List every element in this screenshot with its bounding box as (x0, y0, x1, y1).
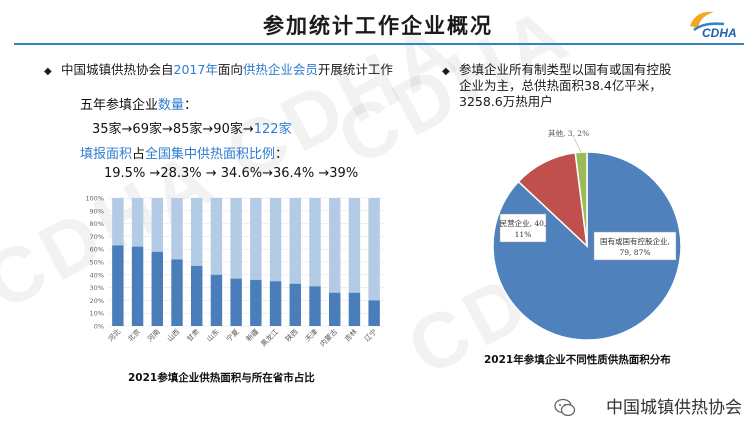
pie-chart-caption: 2021年参填企业不同性质供热面积分布 (484, 354, 671, 366)
x-tick-label: 甘肃 (185, 327, 201, 343)
bar-remainder (190, 198, 203, 266)
x-tick-label: 陕西 (283, 327, 299, 343)
x-tick-label: 山东 (205, 327, 221, 343)
y-tick-label: 10% (90, 310, 104, 318)
province-share-bar-chart: 0%10%20%30%40%50%60%70%80%90%100%河北 北京 河南山… (85, 195, 384, 348)
pie-label-other: 其他, 3, 2% (548, 128, 589, 138)
bar (289, 283, 302, 326)
y-tick-label: 90% (90, 207, 104, 215)
bar (131, 246, 144, 326)
bar (230, 278, 242, 326)
bar (368, 300, 380, 326)
bar-remainder (151, 198, 164, 252)
y-tick-label: 100% (85, 195, 104, 203)
y-tick-label: 40% (90, 271, 104, 279)
bar (151, 251, 164, 326)
bar (210, 274, 223, 326)
y-tick-label: 20% (90, 297, 104, 305)
x-tick-label: 辽宁 (362, 327, 378, 343)
x-tick-label: 内蒙古 (318, 327, 339, 348)
x-tick-label: 天津 (304, 328, 320, 344)
y-tick-label: 50% (90, 259, 104, 267)
y-tick-label: 80% (90, 220, 104, 228)
bar (171, 259, 183, 326)
bar-remainder (210, 198, 223, 275)
footer-brand: 中国城镇供热协会 (606, 398, 742, 418)
ratio-label: 填报面积占全国集中供热面积比例： (80, 147, 289, 162)
bar (190, 265, 203, 326)
bar (348, 292, 361, 326)
ratio-sequence: 19.5% →28.3% → 34.6%→36.4% →39% (104, 166, 359, 181)
count-sequence: 35家→69家→85家→90家→122家 (92, 122, 292, 137)
svg-text:11%: 11% (515, 230, 532, 239)
bar-remainder (269, 198, 282, 282)
bar-chart-caption: 2021参填企业供热面积与所在省市占比 (128, 372, 315, 384)
pie-label-state-owned: 国有或国有控股企业, 79, 87% (593, 231, 677, 261)
left-bullet: ◆ 中国城镇供热协会自2017年面向供热企业会员开展统计工作 (44, 62, 393, 80)
count-label: 五年参填企业数量： (80, 98, 198, 113)
x-tick-label: 宁夏 (224, 327, 240, 343)
svg-text:民营企业, 40,: 民营企业, 40, (500, 218, 547, 228)
bar-remainder (131, 198, 144, 247)
bar (328, 292, 341, 326)
x-tick-label: 新疆 (244, 327, 260, 343)
bar (269, 281, 282, 326)
bar-remainder (171, 198, 183, 260)
bar-remainder (348, 198, 361, 293)
diamond-bullet-icon: ◆ (442, 66, 450, 77)
pie-slice (517, 151, 589, 248)
pie-label-private: 民营企业, 40, 11% (500, 213, 547, 243)
x-tick-label: 黑龙江 (259, 327, 280, 348)
bar (112, 245, 124, 326)
title-divider (14, 43, 744, 45)
bar-remainder (230, 198, 242, 279)
x-tick-label: 吉林 (343, 327, 359, 343)
wechat-icon (554, 398, 576, 417)
bar (250, 279, 262, 326)
y-tick-label: 70% (90, 233, 104, 241)
svg-text:79, 87%: 79, 87% (620, 248, 651, 257)
page-title: 参加统计工作企业概况 (263, 14, 493, 38)
y-tick-label: 60% (90, 246, 104, 254)
svg-text:国有或国有控股企业,: 国有或国有控股企业, (600, 236, 670, 246)
y-tick-label: 30% (90, 284, 104, 292)
bar-remainder (112, 198, 124, 246)
bar-remainder (368, 198, 380, 301)
x-tick-label: 北京 (126, 327, 142, 343)
y-tick-label: 0% (94, 323, 104, 331)
right-bullet-line3: 3258.6万热用户 (459, 94, 553, 109)
x-tick-label: 河南 (145, 327, 161, 343)
pie-slice (574, 151, 588, 247)
ownership-pie-chart: 国有或国有控股企业, 79, 87% 民营企业, 40, 11% 其他, 3, 2% (492, 128, 682, 341)
right-bullet: ◆ 参填企业所有制类型以国有或国有控股 (442, 62, 672, 80)
logo-text: CDHA (702, 26, 737, 40)
pie-leader-line (573, 137, 582, 153)
cdha-logo: CDHA (690, 11, 737, 40)
bar (309, 286, 321, 326)
bar-remainder (250, 198, 262, 280)
x-tick-label: 山西 (165, 327, 181, 343)
right-bullet-line2: 企业为主，总供热面积38.4亿平米， (459, 78, 662, 93)
bar-remainder (309, 198, 321, 287)
bar-remainder (328, 198, 341, 293)
title-bar: 参加统计工作企业概况 CDHA (0, 0, 756, 52)
bar-remainder (289, 198, 302, 284)
diamond-bullet-icon: ◆ (44, 66, 52, 77)
x-tick-label: 河北 (107, 328, 123, 344)
